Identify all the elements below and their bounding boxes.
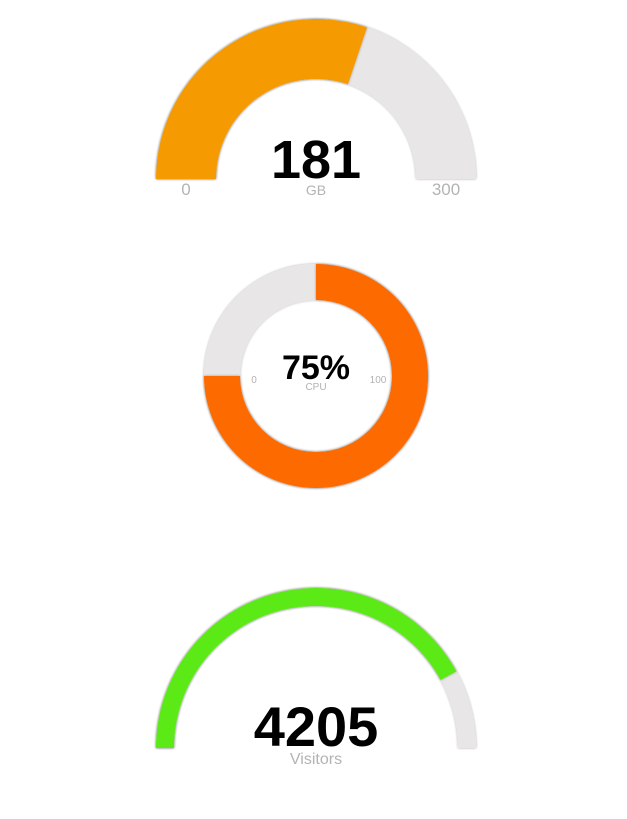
visitors-gauge-fill (156, 588, 457, 748)
storage-gauge-max-label: 300 (432, 180, 460, 199)
visitors-gauge-value: 4205 (254, 695, 379, 758)
storage-gauge-min-label: 0 (181, 180, 190, 199)
storage-gauge: 181 GB 0 300 (156, 18, 476, 199)
cpu-gauge-value: 75% (282, 349, 350, 387)
cpu-gauge-fill (204, 264, 428, 488)
cpu-gauge-unit: CPU (305, 382, 326, 393)
visitors-gauge: 4205 Visitors (156, 588, 476, 768)
storage-gauge-value: 181 (271, 130, 361, 190)
cpu-gauge-max-label: 100 (370, 375, 387, 386)
visitors-gauge-unit: Visitors (290, 751, 342, 768)
cpu-gauge-min-label: 0 (251, 375, 257, 386)
storage-gauge-unit: GB (306, 182, 326, 198)
storage-gauge-fill (156, 18, 368, 180)
cpu-gauge: 75% CPU 0 100 (203, 264, 428, 489)
